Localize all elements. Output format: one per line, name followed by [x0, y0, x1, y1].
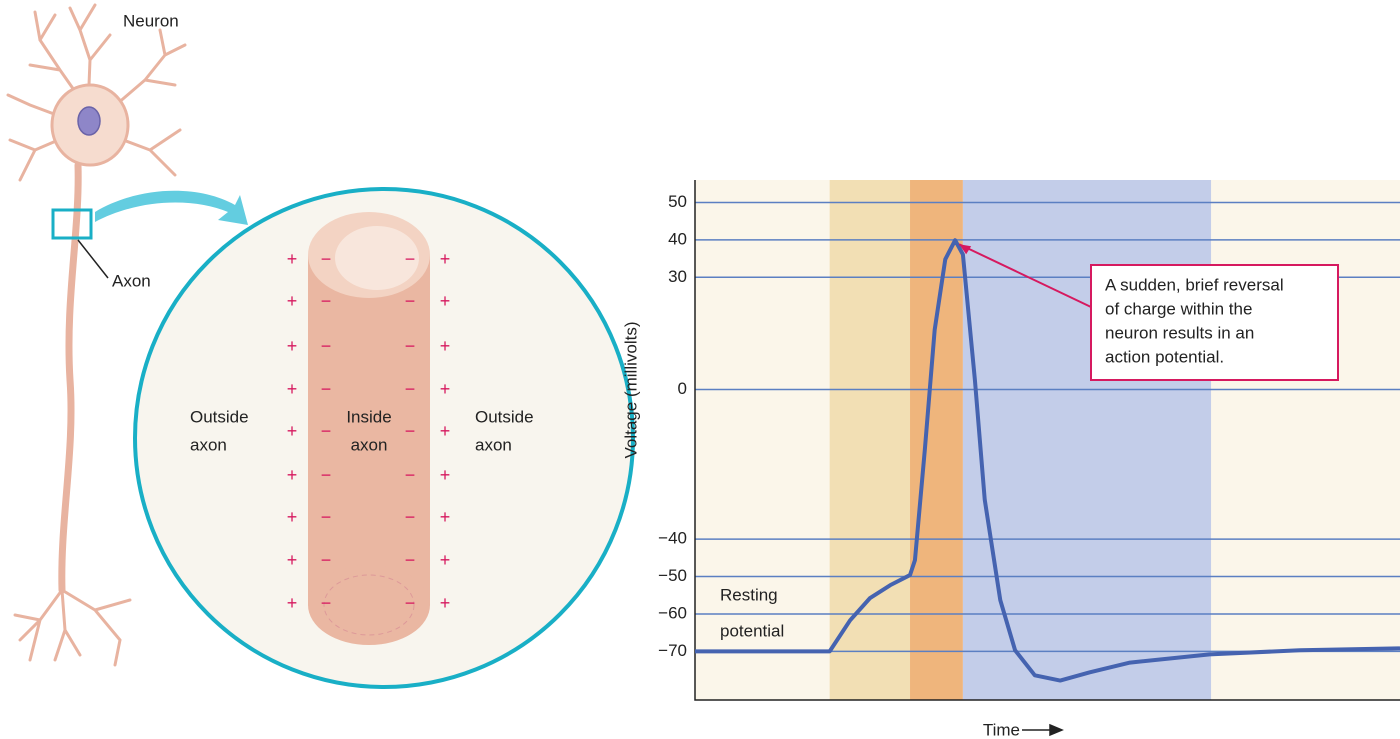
figure: Neuron Axon Outside axon Inside axon Out…: [0, 0, 1400, 739]
minus-sign: −: [405, 249, 416, 269]
y-tick-label: 0: [678, 379, 687, 398]
outside-label: Outside: [475, 407, 534, 426]
plus-sign: +: [440, 336, 451, 356]
y-tick-label: −70: [658, 641, 687, 660]
minus-sign: −: [321, 379, 332, 399]
minus-sign: −: [405, 379, 416, 399]
x-axis-label: Time: [983, 720, 1020, 739]
y-tick-label: 30: [668, 267, 687, 286]
leader-line: [78, 240, 108, 278]
axon-label: Axon: [112, 271, 151, 290]
y-axis-label: Voltage (millivolts): [621, 322, 640, 459]
time-arrow: [1022, 725, 1062, 735]
y-tick-label: −50: [658, 566, 687, 585]
outside-label: axon: [475, 435, 512, 454]
annotation-text: action potential.: [1105, 347, 1224, 366]
plus-sign: +: [287, 291, 298, 311]
plus-sign: +: [440, 249, 451, 269]
plus-sign: +: [287, 379, 298, 399]
plus-sign: +: [287, 593, 298, 613]
plus-sign: +: [287, 421, 298, 441]
outside-label: axon: [190, 435, 227, 454]
plus-sign: +: [440, 379, 451, 399]
neuron-label: Neuron: [123, 11, 179, 30]
plus-sign: +: [440, 465, 451, 485]
plus-sign: +: [440, 421, 451, 441]
zoom-arrow: [95, 191, 248, 225]
y-tick-label: 40: [668, 229, 687, 248]
minus-sign: −: [405, 336, 416, 356]
plus-sign: +: [440, 593, 451, 613]
minus-sign: −: [405, 421, 416, 441]
y-tick-label: 50: [668, 192, 687, 211]
minus-sign: −: [321, 593, 332, 613]
annotation-text: A sudden, brief reversal: [1105, 275, 1284, 294]
plus-sign: +: [440, 291, 451, 311]
plus-sign: +: [287, 336, 298, 356]
minus-sign: −: [405, 593, 416, 613]
plus-sign: +: [287, 507, 298, 527]
resting-label: Resting: [720, 585, 778, 604]
phase-band: [830, 180, 910, 700]
y-tick-label: −60: [658, 603, 687, 622]
y-tick-label: −40: [658, 529, 687, 548]
annotation-text: of charge within the: [1105, 299, 1252, 318]
minus-sign: −: [321, 249, 332, 269]
minus-sign: −: [405, 465, 416, 485]
minus-sign: −: [321, 336, 332, 356]
phase-band: [910, 180, 963, 700]
annotation-text: neuron results in an: [1105, 323, 1254, 342]
minus-sign: −: [405, 291, 416, 311]
plus-sign: +: [287, 550, 298, 570]
plus-sign: +: [287, 249, 298, 269]
minus-sign: −: [321, 421, 332, 441]
minus-sign: −: [405, 550, 416, 570]
plus-sign: +: [440, 507, 451, 527]
outside-label: Outside: [190, 407, 249, 426]
resting-label: potential: [720, 621, 784, 640]
minus-sign: −: [405, 507, 416, 527]
plus-sign: +: [440, 550, 451, 570]
phase-band: [963, 180, 1211, 700]
minus-sign: −: [321, 465, 332, 485]
inside-label: Inside: [346, 407, 391, 426]
inside-label: axon: [351, 435, 388, 454]
minus-sign: −: [321, 550, 332, 570]
chart: 50 40 30 0 −40 −50 −60 −70 A sudden, brief rever…: [658, 180, 1400, 700]
minus-sign: −: [321, 291, 332, 311]
minus-sign: −: [321, 507, 332, 527]
plus-sign: +: [287, 465, 298, 485]
